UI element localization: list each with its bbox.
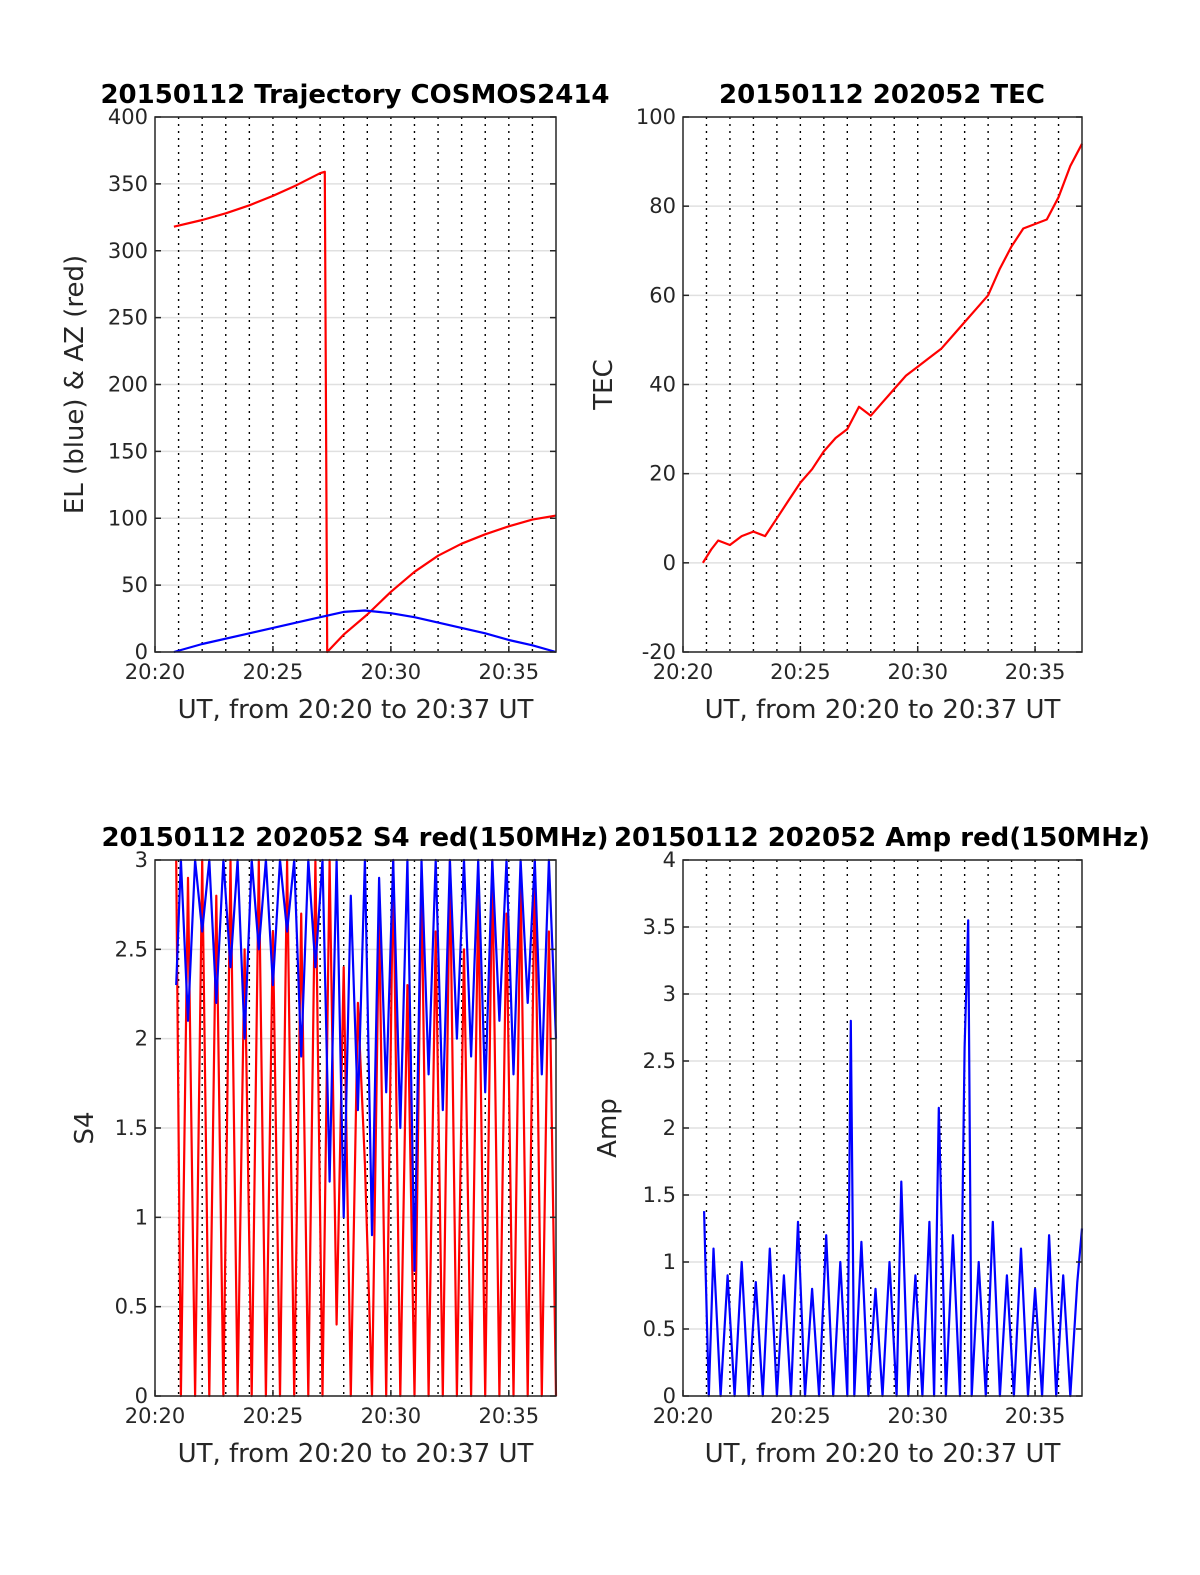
x-tick-label: 20:20 — [653, 660, 714, 684]
y-tick-label: 80 — [649, 194, 676, 218]
y-tick-label: 150 — [108, 439, 148, 463]
y-tick-label: 0.5 — [643, 1317, 676, 1341]
panel-tec: -20 0 20 40 60 80 100 20:20 20:25 20:30 20:35 20150… — [589, 80, 1083, 725]
panel-trajectory: 0 50 100 150 200 250 300 350 400 20:20 20:25 20:30 2… — [60, 80, 610, 725]
y-tick-label: 50 — [121, 573, 148, 597]
x-tick-label: 20:30 — [361, 660, 422, 684]
y-tick-label: 300 — [108, 239, 148, 263]
chart-title: 20150112 202052 TEC — [719, 80, 1045, 110]
y-tick-label: 60 — [649, 283, 676, 307]
y-tick-label: 100 — [636, 105, 676, 129]
x-tick-label: 20:30 — [361, 1404, 422, 1428]
x-tick-label: 20:35 — [479, 1404, 540, 1428]
y-tick-label: 40 — [649, 373, 676, 397]
y-tick-label: 0 — [663, 1384, 676, 1408]
y-tick-label: 2 — [663, 1116, 676, 1140]
y-tick-label: 350 — [108, 172, 148, 196]
x-tick-label: 20:25 — [243, 660, 304, 684]
y-tick-label: 1 — [663, 1250, 676, 1274]
x-tick-label: 20:20 — [125, 660, 186, 684]
x-tick-label: 20:20 — [653, 1404, 714, 1428]
y-axis-label: Amp — [593, 1098, 623, 1158]
x-tick-label: 20:30 — [887, 660, 948, 684]
chart-title: 20150112 202052 Amp red(150MHz) — [614, 823, 1150, 853]
x-tick-label: 20:35 — [1005, 1404, 1066, 1428]
x-axis-label: UT, from 20:20 to 20:37 UT — [705, 695, 1061, 725]
y-tick-label: 2 — [135, 1027, 148, 1051]
x-axis-label: UT, from 20:20 to 20:37 UT — [178, 695, 534, 725]
x-tick-label: 20:20 — [125, 1404, 186, 1428]
y-tick-label: 3 — [135, 848, 148, 872]
y-tick-label: 100 — [108, 506, 148, 530]
chart-title: 20150112 Trajectory COSMOS2414 — [100, 80, 609, 110]
y-tick-label: 20 — [649, 462, 676, 486]
x-tick-label: 20:25 — [770, 1404, 831, 1428]
y-tick-label: 1 — [135, 1205, 148, 1229]
y-tick-label: 4 — [663, 848, 676, 872]
panel-s4: 0 0.5 1 1.5 2 2.5 3 20:20 20:25 20:30 20:35 2015011… — [70, 823, 609, 1469]
x-tick-label: 20:30 — [887, 1404, 948, 1428]
y-tick-label: 400 — [108, 105, 148, 129]
y-axis-label: EL (blue) & AZ (red) — [60, 255, 90, 514]
y-tick-label: 250 — [108, 306, 148, 330]
series-line-1 — [701, 143, 1083, 564]
y-tick-label: 0 — [135, 640, 148, 664]
y-tick-label: 0 — [135, 1384, 148, 1408]
y-tick-label: 0 — [663, 551, 676, 575]
x-tick-label: 20:25 — [243, 1404, 304, 1428]
y-tick-label: 3.5 — [643, 915, 676, 939]
y-axis-label: TEC — [589, 359, 619, 410]
panel-amp: 0 0.5 1 1.5 2 2.5 3 3.5 4 20:20 20:25 20:30 20:35 201… — [593, 823, 1150, 1469]
y-tick-label: 3 — [663, 982, 676, 1006]
x-tick-label: 20:25 — [770, 660, 831, 684]
x-tick-label: 20:35 — [479, 660, 540, 684]
y-tick-label: 2.5 — [643, 1049, 676, 1073]
y-axis-label: S4 — [70, 1111, 100, 1144]
x-tick-label: 20:35 — [1005, 660, 1066, 684]
y-tick-label: 0.5 — [115, 1295, 148, 1319]
x-axis-label: UT, from 20:20 to 20:37 UT — [178, 1439, 534, 1469]
y-tick-label: 200 — [108, 373, 148, 397]
y-tick-label: 1.5 — [643, 1183, 676, 1207]
y-tick-label: 1.5 — [115, 1116, 148, 1140]
y-tick-label: -20 — [642, 640, 676, 664]
series-line-2 — [173, 609, 557, 654]
x-axis-label: UT, from 20:20 to 20:37 UT — [705, 1439, 1061, 1469]
series-line-1 — [703, 919, 1084, 1398]
y-tick-label: 2.5 — [115, 937, 148, 961]
series-line-1 — [173, 170, 557, 654]
chart-title: 20150112 202052 S4 red(150MHz) — [101, 823, 608, 853]
